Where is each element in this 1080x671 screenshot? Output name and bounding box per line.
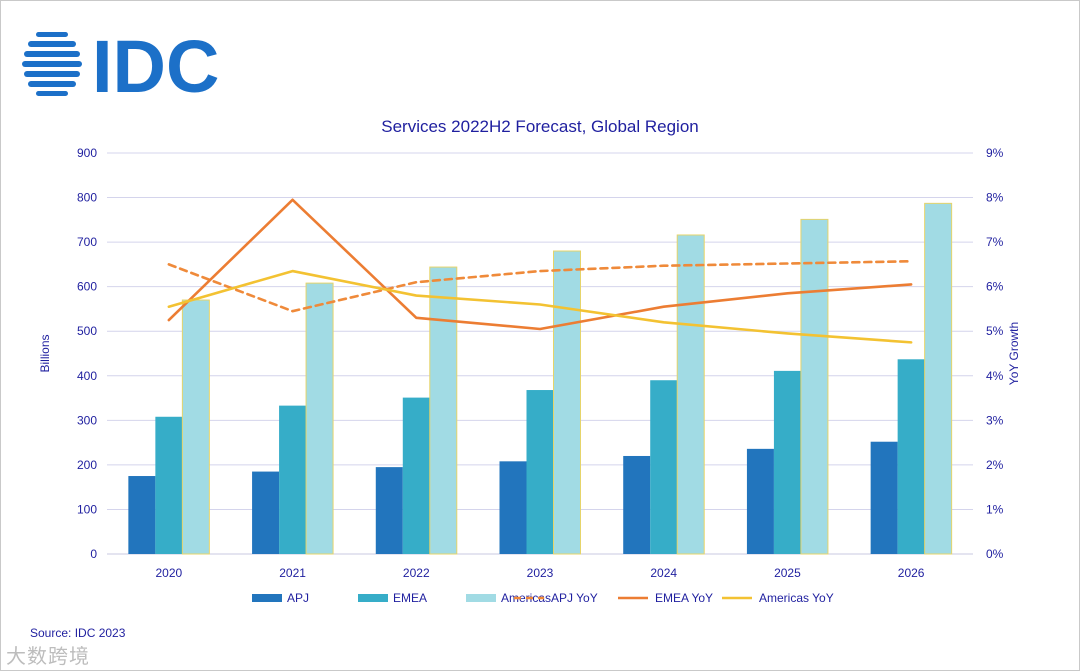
bar-emea-2021 xyxy=(279,405,307,554)
x-tick-label: 2021 xyxy=(279,566,306,580)
y2-tick-label: 4% xyxy=(986,369,1004,383)
bar-apj-2024 xyxy=(623,455,651,554)
bar-apj-2023 xyxy=(499,461,527,554)
legend-label-apj-yoy: APJ YoY xyxy=(551,591,598,605)
x-tick-label: 2026 xyxy=(898,566,925,580)
bar-apj-2022 xyxy=(375,467,403,554)
bar-americas-2024 xyxy=(676,234,705,555)
line-americas-yoy xyxy=(167,269,913,344)
y-tick-label: 0 xyxy=(90,547,97,561)
y2-tick-label: 0% xyxy=(986,547,1004,561)
y-tick-label: 200 xyxy=(77,458,97,472)
bar-americas-2020 xyxy=(181,299,210,555)
y2-tick-label: 5% xyxy=(986,324,1004,338)
y-tick-label: 400 xyxy=(77,369,97,383)
legend-swatch-emea xyxy=(358,594,388,602)
legend-label-apj: APJ xyxy=(287,591,309,605)
y2-tick-label: 3% xyxy=(986,413,1004,427)
legend-label-americas-yoy: Americas YoY xyxy=(759,591,834,605)
idc-logo: IDC xyxy=(22,30,219,100)
y2-tick-label: 7% xyxy=(986,235,1004,249)
y-tick-label: 900 xyxy=(77,146,97,160)
bar-emea-2022 xyxy=(402,397,430,554)
bar-apj-2025 xyxy=(746,448,774,554)
y-tick-label: 500 xyxy=(77,324,97,338)
x-tick-label: 2023 xyxy=(527,566,554,580)
legend-label-emea-yoy: EMEA YoY xyxy=(655,591,713,605)
y2-axis-label: YoY Growth xyxy=(1007,322,1021,385)
bar-emea-2020 xyxy=(155,416,183,554)
y-tick-label: 100 xyxy=(77,502,97,516)
y-tick-label: 700 xyxy=(77,235,97,249)
bar-emea-2023 xyxy=(526,390,554,554)
legend-swatch-americas xyxy=(466,594,496,602)
y-axis-label: Billions xyxy=(38,334,52,372)
y2-tick-label: 6% xyxy=(986,280,1004,294)
y-tick-label: 600 xyxy=(77,280,97,294)
bar-emea-2026 xyxy=(897,359,925,554)
legend-swatch-apj xyxy=(252,594,282,602)
watermark: 大数跨境 xyxy=(6,644,90,668)
bar-apj-2026 xyxy=(870,441,898,554)
bar-americas-2026 xyxy=(924,202,953,555)
y-tick-label: 300 xyxy=(77,413,97,427)
globe-icon xyxy=(22,32,82,96)
y2-tick-label: 8% xyxy=(986,191,1004,205)
bar-americas-2025 xyxy=(800,218,829,555)
bar-emea-2024 xyxy=(650,380,678,554)
y2-tick-label: 2% xyxy=(986,458,1004,472)
bar-americas-2023 xyxy=(553,250,581,555)
line-apj-yoy xyxy=(167,259,913,313)
bar-americas-2022 xyxy=(429,266,458,555)
logo-text: IDC xyxy=(92,30,219,100)
chart-title: Services 2022H2 Forecast, Global Region xyxy=(381,117,699,136)
source-note: Source: IDC 2023 xyxy=(30,626,126,640)
legend-label-emea: EMEA xyxy=(393,591,427,605)
y2-tick-label: 9% xyxy=(986,146,1004,160)
y2-tick-label: 1% xyxy=(986,502,1004,516)
x-tick-label: 2024 xyxy=(650,566,677,580)
bar-americas-2021 xyxy=(305,282,334,555)
bar-apj-2020 xyxy=(128,476,156,554)
bar-apj-2021 xyxy=(252,471,280,554)
x-tick-label: 2025 xyxy=(774,566,801,580)
bar-emea-2025 xyxy=(773,370,801,554)
x-tick-label: 2022 xyxy=(403,566,430,580)
x-tick-label: 2020 xyxy=(156,566,183,580)
y-tick-label: 800 xyxy=(77,191,97,205)
line-emea-yoy xyxy=(167,198,913,331)
